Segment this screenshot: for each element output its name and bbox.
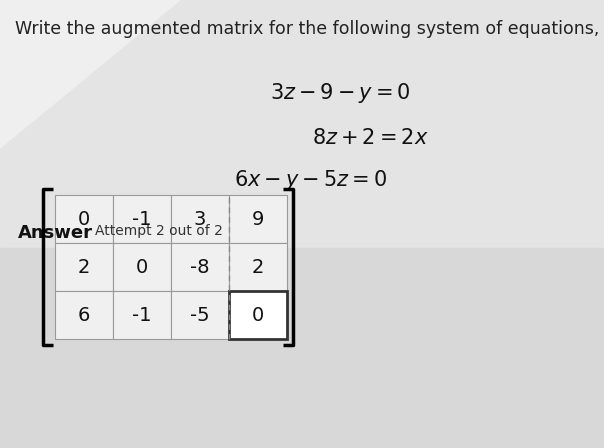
Text: 0: 0: [252, 306, 264, 324]
Text: $6x - y - 5z = 0$: $6x - y - 5z = 0$: [234, 168, 387, 192]
Text: Attempt 2 out of 2: Attempt 2 out of 2: [95, 224, 223, 238]
Text: 6: 6: [78, 306, 90, 324]
Bar: [171, 195, 229, 243]
Text: 2: 2: [78, 258, 90, 276]
Bar: [0, 248, 604, 448]
Text: -1: -1: [132, 210, 152, 228]
Bar: [55, 195, 113, 243]
Text: 0: 0: [136, 258, 148, 276]
Bar: [171, 291, 229, 339]
Text: 0: 0: [78, 210, 90, 228]
Bar: [171, 243, 229, 291]
Bar: [113, 291, 171, 339]
Text: 3: 3: [194, 210, 206, 228]
Text: -5: -5: [190, 306, 210, 324]
Text: Write the augmented matrix for the following system of equations,: Write the augmented matrix for the follo…: [15, 20, 599, 38]
Text: $8z + 2 = 2x$: $8z + 2 = 2x$: [312, 128, 428, 148]
Bar: [229, 195, 287, 243]
Bar: [0, 0, 604, 248]
Text: Answer: Answer: [18, 224, 93, 242]
Polygon shape: [0, 0, 180, 148]
Bar: [229, 243, 287, 291]
Bar: [113, 243, 171, 291]
Bar: [55, 291, 113, 339]
Text: 2: 2: [252, 258, 264, 276]
Bar: [113, 195, 171, 243]
Bar: [229, 291, 287, 339]
Bar: [55, 243, 113, 291]
Text: -8: -8: [190, 258, 210, 276]
Text: -1: -1: [132, 306, 152, 324]
Text: $3z - 9 - y = 0$: $3z - 9 - y = 0$: [270, 81, 410, 105]
Text: 9: 9: [252, 210, 264, 228]
